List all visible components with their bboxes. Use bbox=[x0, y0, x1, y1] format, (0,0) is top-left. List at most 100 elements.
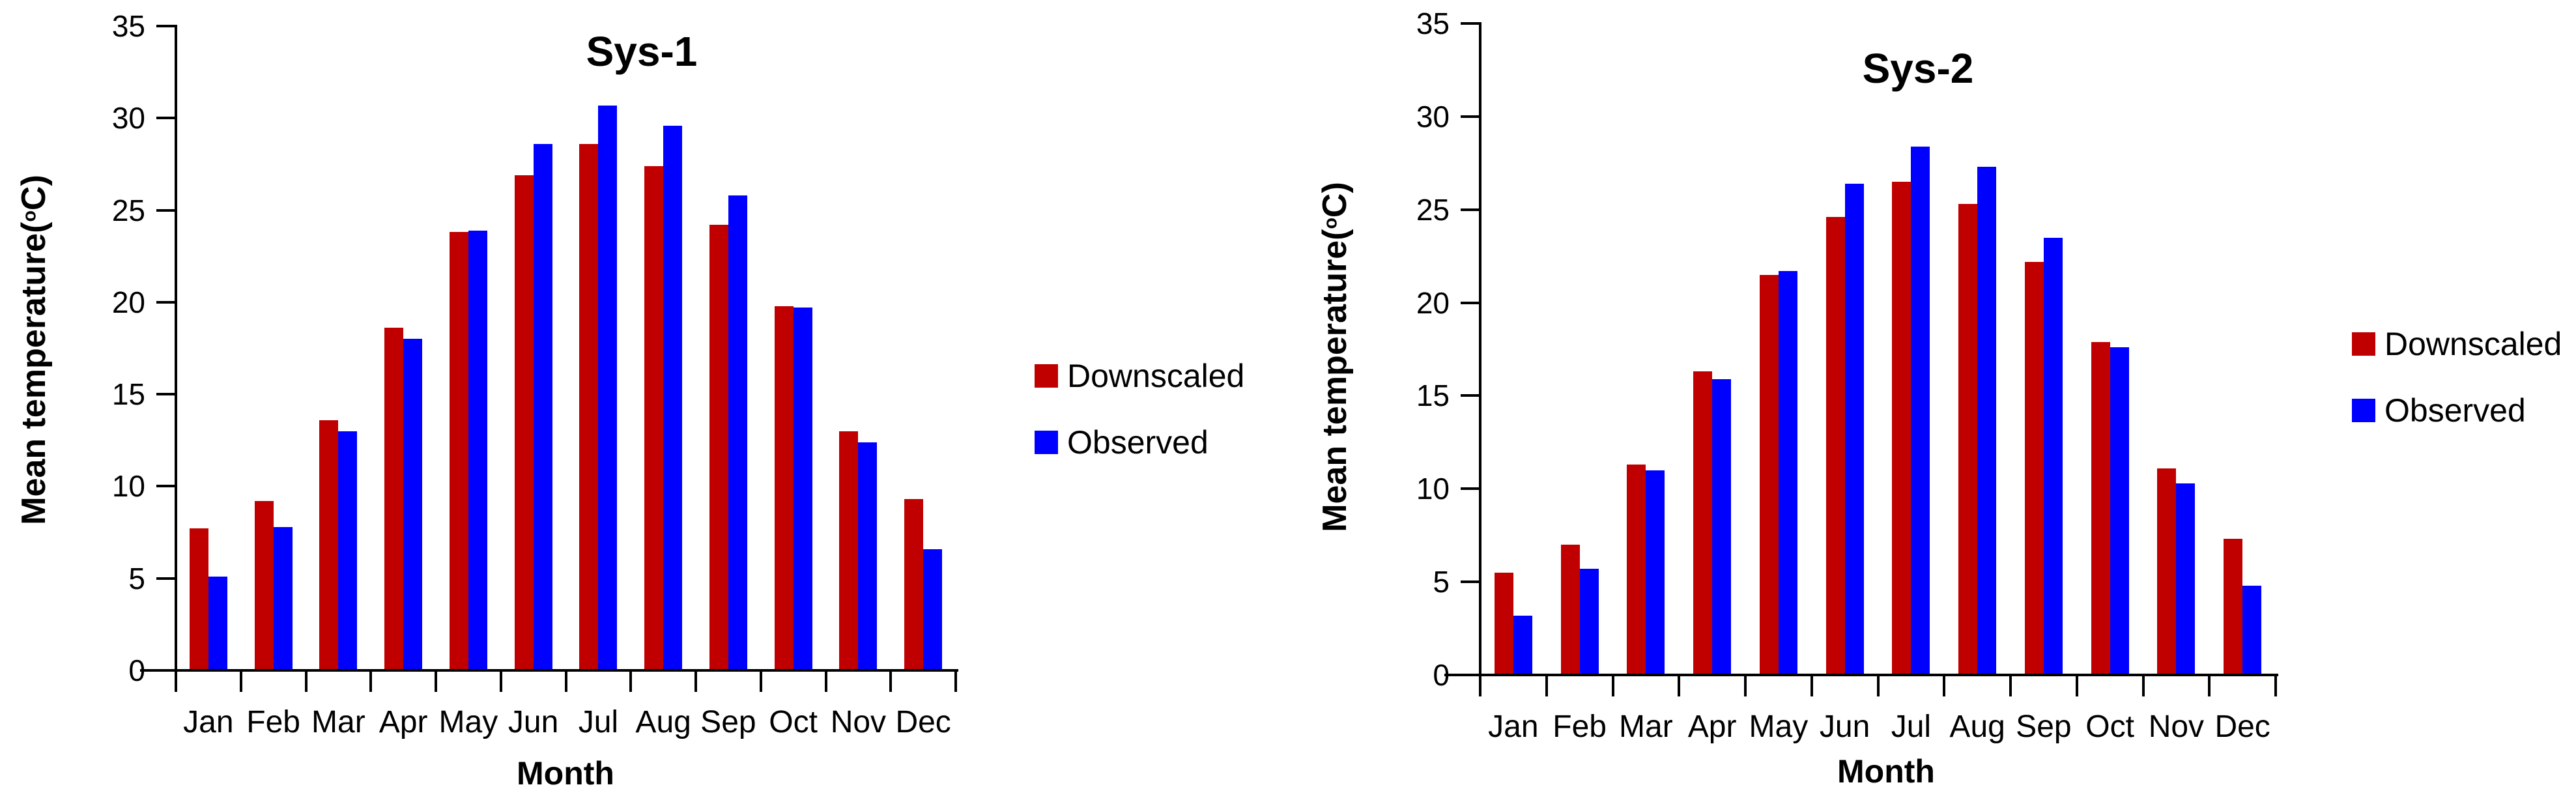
y-tick-label: 10 bbox=[1416, 472, 1450, 506]
bar-observed-feb bbox=[1579, 569, 1599, 675]
x-tick bbox=[1545, 675, 1548, 696]
x-tick-label: Jul bbox=[1891, 709, 1932, 744]
x-tick bbox=[694, 670, 697, 692]
x-tick-label: Jun bbox=[1819, 709, 1870, 744]
legend-item-downscaled: Downscaled bbox=[1035, 358, 1245, 394]
bar-downscaled-jun bbox=[514, 175, 534, 670]
legend: Downscaled Observed bbox=[2352, 326, 2562, 461]
bar-observed-dec bbox=[923, 549, 943, 670]
x-tick bbox=[824, 670, 827, 692]
x-tick-label: Mar bbox=[1619, 709, 1673, 744]
y-tick-label: 15 bbox=[1416, 379, 1450, 413]
x-tick bbox=[759, 670, 762, 692]
bar-observed-jan bbox=[208, 576, 227, 670]
x-axis-title: Month bbox=[517, 755, 614, 792]
downscaled-swatch-icon bbox=[2352, 332, 2375, 356]
bar-downscaled-apr bbox=[384, 328, 404, 670]
x-tick-label: Sep bbox=[2016, 709, 2072, 744]
bar-downscaled-jan bbox=[1494, 572, 1513, 675]
x-tick-label: Jan bbox=[1488, 709, 1539, 744]
y-tick bbox=[1461, 115, 1479, 118]
x-tick bbox=[304, 670, 308, 692]
y-tick-label: 5 bbox=[128, 561, 145, 595]
y-tick bbox=[1461, 22, 1479, 25]
y-tick bbox=[1461, 580, 1479, 584]
x-tick-label: Dec bbox=[2214, 709, 2270, 744]
legend-label: Downscaled bbox=[1067, 358, 1245, 394]
bar-observed-may bbox=[1778, 271, 1797, 675]
legend: Downscaled Observed bbox=[1035, 358, 1245, 493]
x-tick-label: Nov bbox=[2148, 709, 2205, 744]
x-tick-label: May bbox=[1749, 709, 1809, 744]
bar-observed-feb bbox=[273, 526, 293, 670]
bar-downscaled-jan bbox=[189, 528, 208, 670]
bar-downscaled-dec bbox=[2224, 539, 2243, 675]
legend-item-observed: Observed bbox=[2352, 392, 2562, 429]
x-tick-label: Dec bbox=[895, 705, 951, 739]
bar-downscaled-dec bbox=[904, 499, 924, 670]
bar-observed-apr bbox=[1712, 379, 1732, 675]
x-tick-label: Feb bbox=[1553, 709, 1607, 744]
y-tick bbox=[156, 117, 175, 120]
x-tick bbox=[239, 670, 242, 692]
x-tick-label: May bbox=[438, 705, 498, 739]
legend-label: Downscaled bbox=[2384, 326, 2562, 362]
bar-downscaled-nov bbox=[839, 431, 859, 670]
y-tick bbox=[156, 393, 175, 396]
y-tick bbox=[156, 25, 175, 27]
bar-observed-nov bbox=[858, 442, 878, 670]
legend-label: Observed bbox=[2384, 392, 2526, 429]
x-tick bbox=[1943, 675, 1946, 696]
y-tick bbox=[156, 485, 175, 488]
x-tick-label: Apr bbox=[1687, 709, 1737, 744]
y-tick-label: 30 bbox=[111, 101, 145, 136]
x-tick-label: Jul bbox=[578, 705, 619, 739]
x-tick bbox=[2141, 675, 2145, 696]
bar-observed-may bbox=[468, 230, 487, 670]
x-tick bbox=[1611, 675, 1614, 696]
bar-downscaled-sep bbox=[2024, 261, 2044, 675]
x-tick bbox=[1876, 675, 1880, 696]
bar-downscaled-oct bbox=[2091, 341, 2110, 675]
bar-downscaled-jul bbox=[1892, 181, 1911, 675]
bar-observed-jun bbox=[533, 143, 552, 670]
bar-observed-jan bbox=[1513, 615, 1532, 675]
y-tick bbox=[156, 300, 175, 304]
y-tick-label: 25 bbox=[111, 193, 145, 227]
y-tick-label: 20 bbox=[111, 285, 145, 319]
y-axis-line bbox=[1479, 22, 1481, 696]
x-tick-label: Mar bbox=[311, 705, 365, 739]
chart-title: Sys-1 bbox=[586, 28, 698, 75]
x-tick-label: Sep bbox=[700, 705, 756, 739]
y-tick-label: 15 bbox=[111, 377, 145, 412]
x-tick bbox=[889, 670, 893, 692]
x-axis-title: Month bbox=[1837, 753, 1935, 790]
bar-downscaled-jun bbox=[1825, 217, 1845, 675]
bar-downscaled-feb bbox=[254, 501, 274, 670]
bar-observed-jun bbox=[1844, 183, 1864, 675]
downscaled-swatch-icon bbox=[1035, 364, 1058, 388]
x-tick bbox=[629, 670, 633, 692]
bar-observed-mar bbox=[338, 431, 358, 670]
bar-downscaled-nov bbox=[2157, 468, 2177, 675]
chart-title: Sys-2 bbox=[1862, 45, 1974, 92]
x-tick bbox=[369, 670, 373, 692]
bar-observed-sep bbox=[728, 195, 747, 670]
bar-observed-mar bbox=[1646, 470, 1665, 675]
bar-observed-apr bbox=[403, 339, 423, 670]
bar-observed-jul bbox=[1911, 146, 1930, 675]
x-tick bbox=[1744, 675, 1747, 696]
x-tick-label: Feb bbox=[246, 705, 300, 739]
bar-observed-jul bbox=[598, 105, 618, 670]
x-tick bbox=[2075, 675, 2078, 696]
x-tick bbox=[2009, 675, 2012, 696]
x-tick-label: Apr bbox=[379, 705, 428, 739]
x-tick-label: Jan bbox=[183, 705, 234, 739]
bar-observed-dec bbox=[2242, 585, 2262, 675]
y-tick-label: 35 bbox=[1416, 7, 1450, 40]
bar-downscaled-feb bbox=[1560, 545, 1580, 675]
bar-observed-nov bbox=[2176, 483, 2196, 675]
x-tick-label: Nov bbox=[830, 705, 887, 739]
x-tick-label: Oct bbox=[769, 705, 818, 739]
